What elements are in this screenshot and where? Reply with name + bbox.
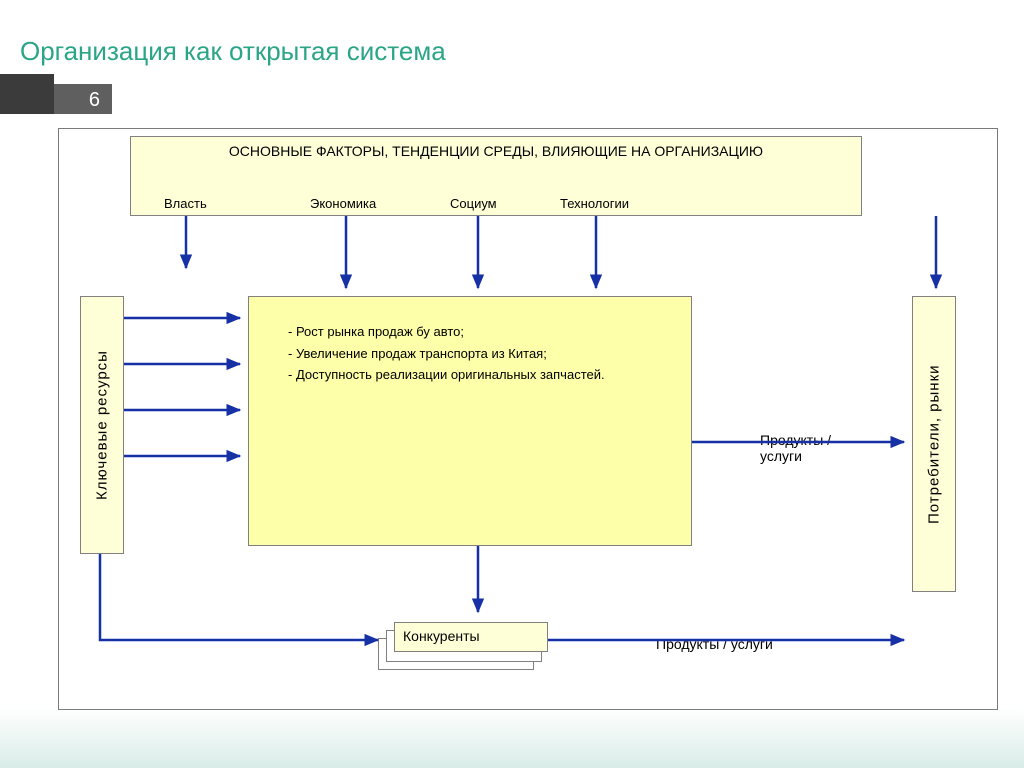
slide-stage: Организация как открытая система 6 ОСНОВ… [0, 0, 1024, 768]
consumers-label: Потребители, рынки [913, 297, 955, 591]
resources-label: Ключевые ресурсы [81, 297, 123, 553]
products-label-1: Продукты / услуги [760, 432, 870, 464]
center-bullets: Рост рынка продаж бу авто; Увеличение пр… [288, 322, 605, 387]
bottom-gradient [0, 708, 1024, 768]
factor-label-2: Социум [450, 196, 497, 211]
top-factors-title: ОСНОВНЫЕ ФАКТОРЫ, ТЕНДЕНЦИИ СРЕДЫ, ВЛИЯЮ… [131, 137, 861, 165]
competitors-box: Конкуренты [394, 622, 548, 652]
page-title: Организация как открытая система [20, 36, 446, 67]
products-label-2: Продукты / услуги [656, 636, 773, 652]
dark-strip [0, 74, 54, 114]
resources-box: Ключевые ресурсы [80, 296, 124, 554]
bullet-2: Доступность реализации оригинальных запч… [288, 365, 605, 385]
bullet-1: Увеличение продаж транспорта из Китая; [288, 344, 605, 364]
consumers-box: Потребители, рынки [912, 296, 956, 592]
factor-label-3: Технологии [560, 196, 629, 211]
competitors-label: Конкуренты [395, 623, 547, 649]
factor-label-1: Экономика [310, 196, 376, 211]
bullet-0: Рост рынка продаж бу авто; [288, 322, 605, 342]
slide-number: 6 [54, 84, 112, 114]
factor-label-0: Власть [164, 196, 207, 211]
